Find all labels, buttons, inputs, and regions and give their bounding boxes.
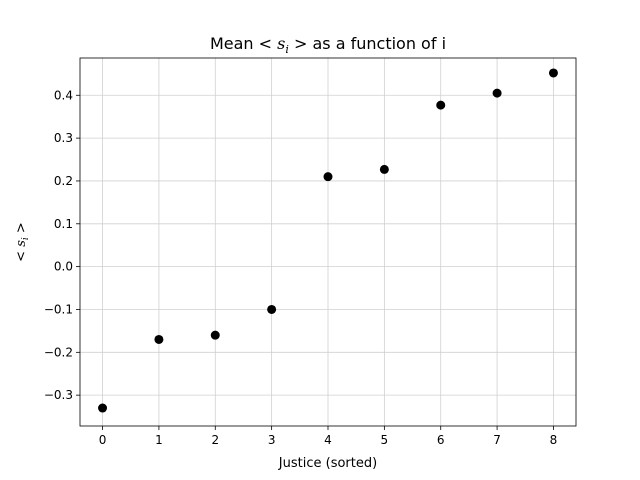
x-tick-label: 1 [155, 433, 163, 447]
data-point [323, 172, 333, 182]
title-symbol-left: < [259, 34, 278, 53]
title-symbol-sub: i [285, 43, 289, 56]
y-tick-label: −0.3 [44, 388, 73, 402]
data-point [492, 88, 502, 98]
x-tick-label: 3 [268, 433, 276, 447]
x-axis-label: Justice (sorted) [278, 456, 377, 471]
y-tick-label: 0.3 [54, 131, 73, 145]
data-point [436, 100, 446, 110]
x-axis-ticks: 0 1 2 3 4 5 6 7 8 [99, 426, 558, 447]
x-tick-label: 4 [324, 433, 332, 447]
title-symbol-right: > [289, 34, 308, 53]
grid [80, 58, 576, 426]
data-point [154, 334, 164, 344]
y-tick-label: 0.0 [54, 260, 73, 274]
x-tick-label: 0 [99, 433, 107, 447]
title-suffix: as a function of i [307, 34, 446, 53]
x-tick-label: 7 [493, 433, 501, 447]
ylabel-right: > [14, 222, 29, 237]
data-points [98, 68, 558, 413]
y-tick-label: 0.2 [54, 174, 73, 188]
data-point [267, 304, 277, 314]
y-tick-label: 0.1 [54, 217, 73, 231]
data-point [548, 68, 558, 78]
x-tick-label: 2 [211, 433, 219, 447]
ylabel-sub: i [21, 237, 31, 240]
title-symbol-var: s [277, 34, 285, 53]
y-tick-label: −0.2 [44, 345, 73, 359]
ylabel-var: s [14, 240, 29, 247]
x-tick-label: 6 [437, 433, 445, 447]
x-tick-label: 5 [381, 433, 389, 447]
data-point [210, 330, 220, 340]
y-tick-label: −0.1 [44, 302, 73, 316]
y-axis-ticks: −0.3 −0.2 −0.1 0.0 0.1 0.2 0.3 0.4 [44, 88, 80, 402]
chart-title: Mean < si > as a function of i [210, 34, 446, 56]
y-axis-label: < si > [14, 222, 31, 262]
ylabel-left: < [14, 247, 29, 262]
x-tick-label: 8 [550, 433, 558, 447]
data-point [98, 403, 108, 413]
title-prefix: Mean [210, 34, 259, 53]
data-point [379, 164, 389, 174]
y-tick-label: 0.4 [54, 88, 73, 102]
